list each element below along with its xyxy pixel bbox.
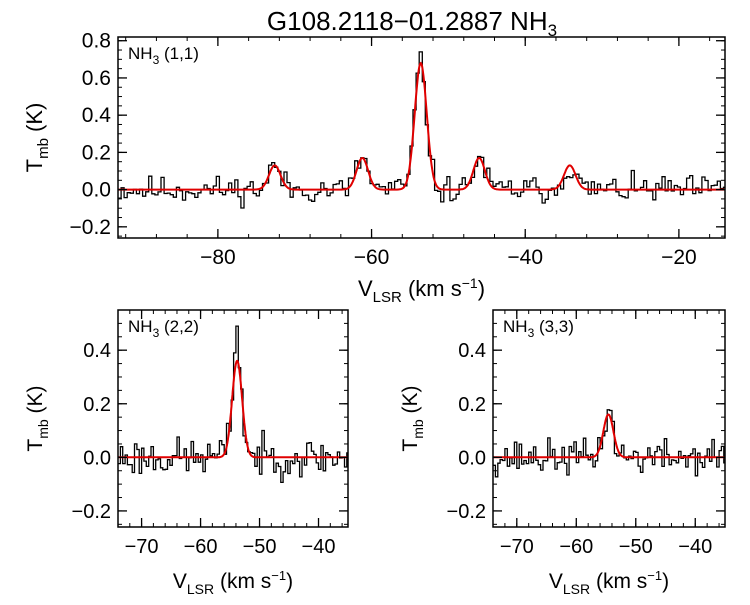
panel-1: −80 −60 −40 −20 −0.2 0.0 0.2 0.4 0.6 0.8 NH3 (1,1)…: [22, 30, 726, 306]
y-tick-label: −0.2: [72, 501, 111, 523]
y-axis-label: Tmb (K): [24, 385, 51, 451]
transition-label: NH3 (3,3): [503, 317, 574, 340]
y-tick-label: 0.8: [82, 30, 111, 53]
x-tick-label: −60: [184, 536, 218, 558]
y-tick-label: 0.4: [458, 340, 486, 362]
x-tick-label: −40: [302, 536, 336, 558]
spectrum-line: [493, 409, 725, 478]
x-tick-label: −60: [354, 246, 390, 269]
fit-line: [118, 359, 348, 459]
x-tick-label: −70: [500, 536, 534, 558]
x-axis-label: VLSR (km s−1): [358, 275, 485, 306]
y-tick-label: 0.0: [82, 179, 111, 202]
x-tick-label: −20: [661, 246, 697, 269]
fit-line: [118, 61, 725, 191]
figure-title: G108.2118−01.2887 NH3: [267, 6, 557, 40]
x-tick-label: −50: [619, 536, 653, 558]
y-tick-label: 0.2: [83, 394, 111, 416]
x-tick-label: −60: [559, 536, 593, 558]
transition-label: NH3 (1,1): [128, 44, 199, 67]
x-axis-label: VLSR (km s−1): [173, 568, 293, 597]
plot-frame: [117, 309, 349, 528]
fit-line: [493, 413, 725, 459]
y-axis-label: Tmb (K): [399, 385, 426, 451]
y-tick-label: 0.0: [458, 447, 486, 469]
panel-2: −70 −60 −50 −40 −0.2 0.0 0.2 0.4 NH3 (2,2) VLSR (…: [24, 309, 349, 597]
y-tick-label: 0.4: [82, 104, 112, 127]
y-axis-label: Tmb (K): [22, 103, 52, 173]
y-tick-label: 0.2: [82, 141, 111, 164]
x-tick-label: −70: [125, 536, 159, 558]
x-tick-label: −40: [507, 246, 543, 269]
x-tick-label: −40: [678, 536, 712, 558]
y-tick-label: 0.4: [83, 340, 111, 362]
y-tick-label: 0.2: [458, 394, 486, 416]
y-tick-label: 0.6: [82, 67, 111, 90]
plot-frame: [117, 36, 726, 239]
panel-3: −70 −60 −50 −40 −0.2 0.0 0.2 0.4 NH3 (3,3) VLSR (…: [399, 309, 726, 597]
transition-label: NH3 (2,2): [128, 317, 199, 340]
y-tick-label: −0.2: [70, 216, 111, 239]
y-tick-label: −0.2: [447, 501, 486, 523]
x-tick-label: −50: [243, 536, 277, 558]
y-tick-label: 0.0: [83, 447, 111, 469]
x-axis-label: VLSR (km s−1): [549, 568, 669, 597]
plot-frame: [492, 309, 726, 528]
x-tick-label: −80: [200, 246, 236, 269]
